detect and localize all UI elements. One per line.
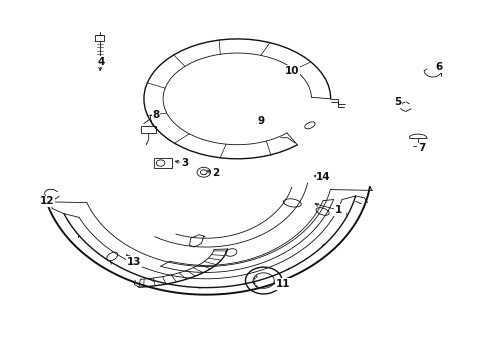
Text: 9: 9	[257, 116, 264, 126]
Text: 5: 5	[393, 98, 401, 107]
Text: 8: 8	[152, 110, 159, 120]
Text: 1: 1	[334, 205, 341, 215]
Text: 10: 10	[285, 66, 299, 76]
Text: 3: 3	[181, 158, 188, 168]
Text: 2: 2	[212, 168, 219, 178]
Text: 6: 6	[434, 62, 441, 72]
Text: 13: 13	[127, 257, 141, 267]
Text: 4: 4	[97, 57, 104, 67]
Text: 12: 12	[40, 196, 54, 206]
Text: 11: 11	[275, 279, 289, 289]
Text: 7: 7	[417, 143, 425, 153]
Text: 14: 14	[316, 172, 330, 182]
